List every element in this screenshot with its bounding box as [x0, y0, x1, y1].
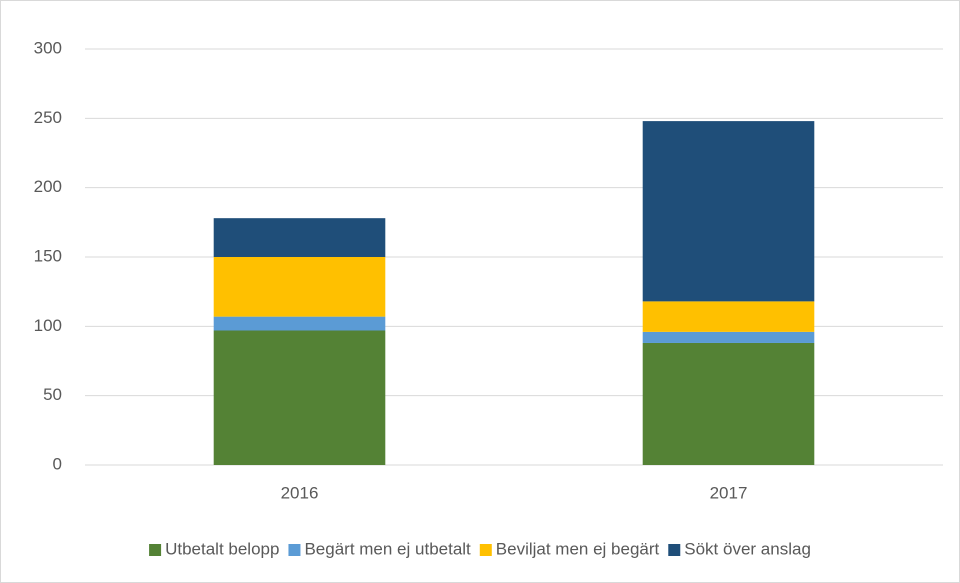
legend-label: Sökt över anslag [684, 539, 811, 558]
y-tick-label: 150 [34, 246, 62, 265]
y-tick-label: 200 [34, 177, 62, 196]
bar-segment [642, 301, 815, 332]
bar-segment [642, 331, 815, 343]
bar-segment [642, 342, 815, 465]
y-tick-label: 100 [34, 316, 62, 335]
y-tick-label: 300 [34, 38, 62, 57]
legend-label: Utbetalt belopp [165, 539, 279, 558]
x-tick-label: 2016 [281, 483, 319, 502]
x-tick-label: 2017 [710, 483, 748, 502]
bar-segment [213, 218, 386, 257]
bar-segment [213, 316, 386, 331]
legend-label: Begärt men ej utbetalt [304, 539, 471, 558]
legend-marker [668, 544, 681, 556]
bar-segment [642, 121, 815, 302]
legend-label: Beviljat men ej begärt [496, 539, 660, 558]
legend-marker [479, 544, 492, 556]
bar-segment [213, 330, 386, 465]
bar-segment [213, 257, 386, 317]
y-tick-label: 250 [34, 108, 62, 127]
legend-marker [149, 544, 162, 556]
legend-marker [288, 544, 301, 556]
y-tick-label: 0 [53, 454, 62, 473]
y-tick-label: 50 [43, 385, 62, 404]
